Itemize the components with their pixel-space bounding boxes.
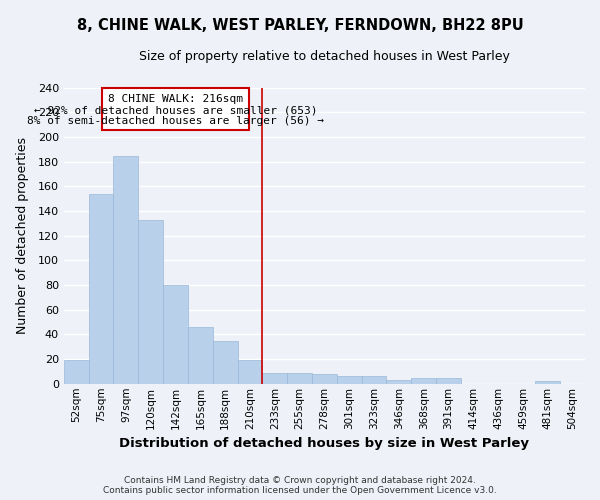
Bar <box>337 376 362 384</box>
Bar <box>139 220 163 384</box>
Bar <box>312 374 337 384</box>
Bar <box>103 88 249 130</box>
Bar <box>113 156 139 384</box>
Bar <box>287 372 312 384</box>
X-axis label: Distribution of detached houses by size in West Parley: Distribution of detached houses by size … <box>119 437 529 450</box>
Title: Size of property relative to detached houses in West Parley: Size of property relative to detached ho… <box>139 50 510 63</box>
Bar <box>188 327 213 384</box>
Text: 8 CHINE WALK: 216sqm: 8 CHINE WALK: 216sqm <box>108 94 243 104</box>
Y-axis label: Number of detached properties: Number of detached properties <box>16 138 29 334</box>
Bar <box>386 380 411 384</box>
Bar <box>411 378 436 384</box>
Text: 8, CHINE WALK, WEST PARLEY, FERNDOWN, BH22 8PU: 8, CHINE WALK, WEST PARLEY, FERNDOWN, BH… <box>77 18 523 32</box>
Bar <box>535 382 560 384</box>
Bar <box>213 340 238 384</box>
Bar <box>163 285 188 384</box>
Text: ← 92% of detached houses are smaller (653): ← 92% of detached houses are smaller (65… <box>34 105 317 115</box>
Bar <box>362 376 386 384</box>
Bar <box>89 194 113 384</box>
Bar <box>238 360 262 384</box>
Bar <box>436 378 461 384</box>
Text: 8% of semi-detached houses are larger (56) →: 8% of semi-detached houses are larger (5… <box>27 116 324 126</box>
Bar <box>64 360 89 384</box>
Text: Contains HM Land Registry data © Crown copyright and database right 2024.
Contai: Contains HM Land Registry data © Crown c… <box>103 476 497 495</box>
Bar <box>262 372 287 384</box>
